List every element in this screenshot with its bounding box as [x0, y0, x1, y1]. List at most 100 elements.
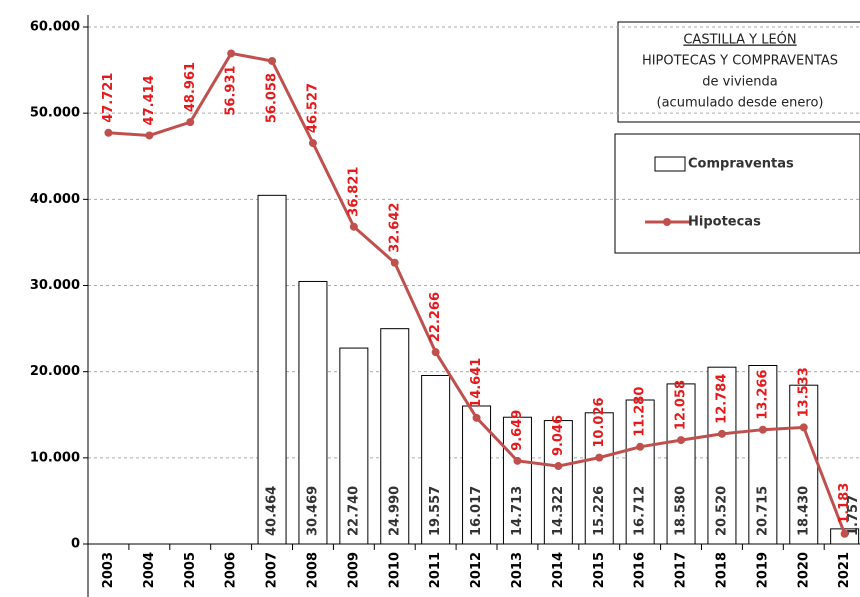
- line-value-label: 12.784: [714, 374, 729, 424]
- line-value-label: 14.641: [469, 358, 484, 408]
- bar-value-label: 24.990: [387, 486, 402, 536]
- line-marker: [390, 258, 399, 267]
- x-tick-label: 2010: [387, 552, 402, 588]
- line-marker: [308, 139, 317, 148]
- line-value-label: 10.026: [592, 397, 607, 447]
- chart-title: (acumulado desde enero): [657, 96, 824, 111]
- bar: [707, 366, 737, 545]
- bar: [584, 412, 614, 545]
- bar: [666, 383, 696, 545]
- chart-title: CASTILLA Y LEÓN: [683, 32, 796, 48]
- line-value-label: 22.266: [428, 292, 443, 342]
- x-tick-label: 2019: [755, 552, 770, 588]
- line-value-label: 48.961: [183, 62, 198, 112]
- x-tick-label: 2005: [183, 552, 198, 588]
- bar-value-label: 16.017: [469, 486, 484, 536]
- legend-label: Compraventas: [688, 157, 794, 172]
- bar: [502, 416, 532, 545]
- y-tick-label: 10.000: [30, 450, 80, 465]
- line-value-label: 56.058: [265, 73, 280, 123]
- bar: [339, 347, 369, 545]
- bar: [257, 194, 287, 545]
- bar-value-label: 30.469: [305, 486, 320, 536]
- line-marker: [799, 423, 808, 432]
- x-tick-label: 2021: [837, 552, 852, 588]
- line-value-label: 12.058: [674, 380, 689, 430]
- chart-title: de vivienda: [702, 75, 777, 90]
- line-value-label: 1.183: [837, 483, 852, 524]
- y-tick-label: 20.000: [30, 364, 80, 379]
- bar-value-label: 19.557: [428, 486, 443, 536]
- x-tick-label: 2007: [265, 552, 280, 588]
- x-tick-label: 2006: [224, 552, 239, 588]
- y-tick-label: 0: [71, 537, 80, 552]
- bar: [543, 420, 573, 545]
- bar-value-label: 18.580: [674, 486, 689, 536]
- y-tick-label: 50.000: [30, 106, 80, 121]
- line-value-label: 11.280: [633, 387, 648, 437]
- line-marker: [472, 413, 481, 422]
- x-tick-label: 2003: [101, 552, 116, 588]
- bar-value-label: 40.464: [265, 486, 280, 536]
- legend-box: [614, 133, 860, 254]
- x-tick-label: 2013: [510, 552, 525, 588]
- legend-swatch: [663, 218, 671, 226]
- bar-value-label: 20.520: [714, 486, 729, 536]
- line-value-label: 13.266: [755, 370, 770, 420]
- x-tick-label: 2016: [633, 552, 648, 588]
- line-value-label: 46.527: [305, 83, 320, 133]
- line-value-label: 36.821: [346, 167, 361, 217]
- line-value-label: 56.931: [224, 65, 239, 115]
- x-tick-label: 2012: [469, 552, 484, 588]
- line-value-label: 32.642: [387, 203, 402, 253]
- x-tick-label: 2004: [142, 552, 157, 588]
- line-marker: [268, 56, 277, 65]
- line-marker: [636, 442, 645, 451]
- bar: [789, 384, 819, 545]
- line-value-label: 9.046: [551, 415, 566, 456]
- bar: [298, 280, 328, 545]
- line-marker: [431, 348, 440, 357]
- line-marker: [513, 456, 522, 465]
- y-tick-label: 30.000: [30, 278, 80, 293]
- line-marker: [186, 118, 195, 127]
- bar-value-label: 22.740: [346, 486, 361, 536]
- legend-swatch: [654, 156, 686, 172]
- line-marker: [104, 128, 113, 137]
- bar-value-label: 16.712: [633, 486, 648, 536]
- line-marker: [717, 429, 726, 438]
- chart-title: HIPOTECAS Y COMPRAVENTAS: [642, 54, 838, 69]
- bar-value-label: 15.226: [592, 486, 607, 536]
- line-marker: [840, 529, 849, 538]
- y-tick-label: 60.000: [30, 20, 80, 35]
- line-marker: [677, 436, 686, 445]
- x-tick-label: 2009: [346, 552, 361, 588]
- bar: [748, 365, 778, 545]
- x-tick-label: 2008: [305, 552, 320, 588]
- bar: [421, 374, 451, 545]
- bar-value-label: 1.757: [846, 495, 860, 536]
- line-marker: [145, 131, 154, 140]
- line-marker: [554, 462, 563, 471]
- line-value-label: 9.649: [510, 410, 525, 451]
- x-tick-label: 2015: [592, 552, 607, 588]
- x-tick-label: 2017: [674, 552, 689, 588]
- x-tick-label: 2018: [714, 552, 729, 588]
- x-tick-label: 2011: [428, 552, 443, 588]
- line-marker: [758, 425, 767, 434]
- line-value-label: 47.721: [101, 73, 116, 123]
- x-tick-label: 2020: [796, 552, 811, 588]
- bar-value-label: 14.322: [551, 486, 566, 536]
- bar-value-label: 18.430: [796, 486, 811, 536]
- bar-value-label: 20.715: [755, 486, 770, 536]
- title-box: [617, 21, 860, 123]
- line-marker: [227, 49, 236, 58]
- bar-value-label: 14.713: [510, 486, 525, 536]
- legend-label: Hipotecas: [688, 215, 761, 230]
- line-value-label: 13.533: [796, 367, 811, 417]
- bar: [380, 328, 410, 545]
- x-tick-label: 2014: [551, 552, 566, 588]
- line-value-label: 47.414: [142, 75, 157, 125]
- y-tick-label: 40.000: [30, 192, 80, 207]
